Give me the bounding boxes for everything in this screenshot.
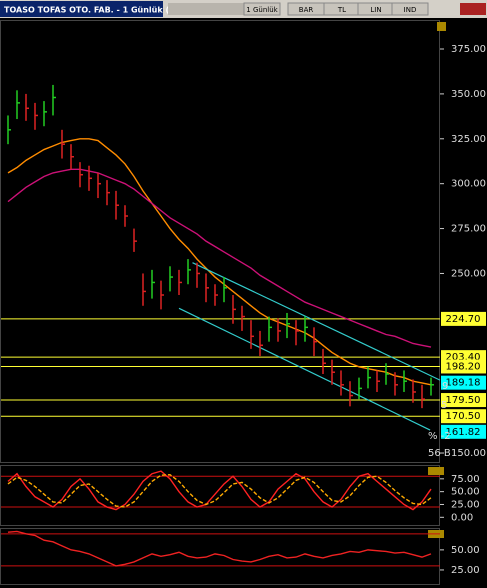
y-tick-label: 275.00 xyxy=(451,224,486,235)
level-label: 203.40 xyxy=(446,352,481,363)
panel-icon[interactable] xyxy=(437,22,446,31)
axis-area xyxy=(440,20,487,588)
window-buttons[interactable] xyxy=(460,3,486,15)
y-tick-label: 250.00 xyxy=(451,268,486,279)
rsi-panel xyxy=(0,528,440,585)
panel-icon[interactable] xyxy=(428,467,444,475)
y-tick-label: 325.00 xyxy=(451,134,486,145)
y-tick-label: 50.00 xyxy=(451,487,480,498)
y-tick-label: 75.00 xyxy=(451,474,480,485)
annotation: 5 xyxy=(441,400,447,411)
y-tick-label: 300.00 xyxy=(451,179,486,190)
y-tick-label: 0.00 xyxy=(451,512,473,523)
toolbar-button[interactable] xyxy=(243,2,281,16)
y-tick-label: 25.00 xyxy=(451,565,480,576)
annotation: % -2 xyxy=(428,431,451,442)
line-series xyxy=(7,530,432,567)
tool-icons[interactable] xyxy=(168,3,246,15)
level-label: 161.82 xyxy=(446,427,481,438)
annotation: 56 B xyxy=(428,448,451,459)
level-label-box xyxy=(441,359,486,374)
level-label: 189.18 xyxy=(446,378,481,389)
level-label-box xyxy=(441,393,486,408)
toolbar-label: LIN xyxy=(370,6,381,14)
price-panel xyxy=(0,20,440,463)
y-tick-label: 350.00 xyxy=(451,89,486,100)
level-label: 170.50 xyxy=(446,411,481,422)
line-series xyxy=(7,474,432,508)
line-series xyxy=(7,470,432,511)
level-label-box xyxy=(441,311,486,326)
line-series xyxy=(7,138,432,386)
channel-line xyxy=(178,307,431,431)
line-series xyxy=(7,168,432,348)
y-tick-label: 50.00 xyxy=(451,545,480,556)
y-tick-label: 25.00 xyxy=(451,499,480,510)
window-title: TOASO TOFAS OTO. FAB. - 1 Günlük (.1d) xyxy=(4,6,187,15)
toolbar-label: 1 Günlük xyxy=(246,6,278,14)
channel-line xyxy=(192,262,441,381)
y-tick-label: 150.00 xyxy=(451,448,486,459)
level-label: 179.50 xyxy=(446,395,481,406)
level-label: 198.20 xyxy=(446,361,481,372)
title-bar xyxy=(0,1,163,17)
y-tick-label: 375.00 xyxy=(451,44,486,55)
osc-panel xyxy=(0,465,440,526)
annotation: 9 xyxy=(442,381,448,392)
level-label-box xyxy=(441,409,486,424)
toolbar-button[interactable] xyxy=(391,2,429,16)
toolbar-label: BAR xyxy=(299,6,314,14)
toolbar-label: TL xyxy=(337,6,346,14)
level-label: 224.70 xyxy=(446,314,481,325)
toolbar-label: IND xyxy=(404,6,417,14)
level-label-box xyxy=(441,424,486,439)
level-label-box xyxy=(441,375,486,390)
